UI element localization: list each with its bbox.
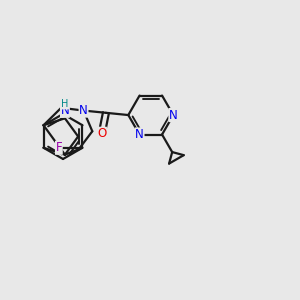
Text: F: F: [56, 141, 62, 154]
Text: N: N: [61, 104, 69, 117]
Text: N: N: [135, 128, 144, 141]
Text: N: N: [169, 109, 178, 122]
Text: N: N: [79, 104, 88, 117]
Text: O: O: [97, 127, 106, 140]
Text: H: H: [61, 99, 69, 109]
